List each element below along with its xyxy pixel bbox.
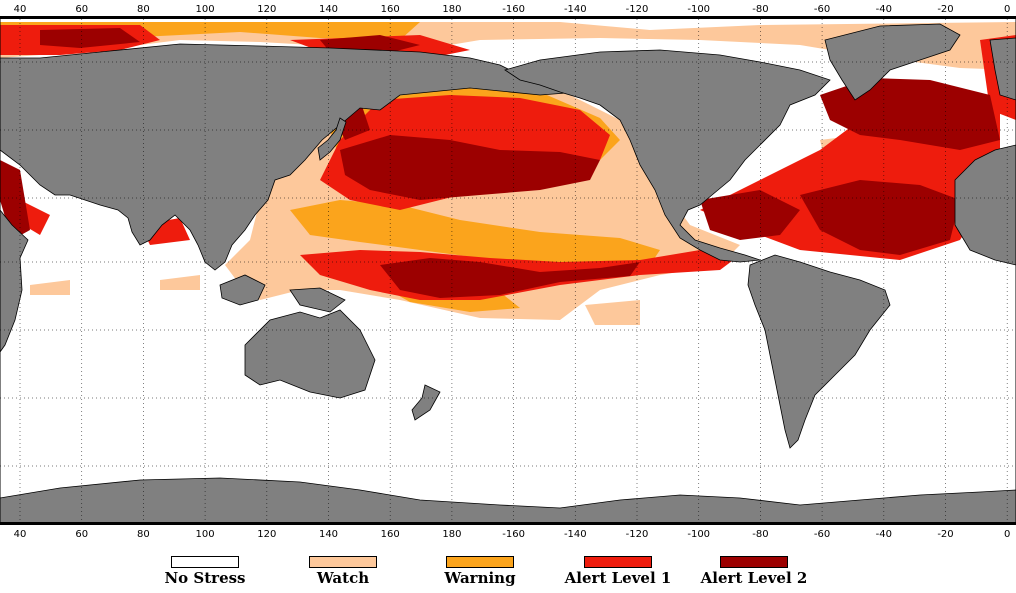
scandinavia-landmass (989, 37, 1016, 101)
top-longitude-label: -40 (876, 4, 892, 15)
legend: No Stress Watch Warning Alert Level 1 Al… (0, 556, 1016, 588)
legend-label: No Stress (164, 569, 246, 587)
bottom-longitude-label: -40 (876, 529, 892, 540)
top-longitude-label: -20 (937, 4, 953, 15)
land-masses (0, 23, 1016, 524)
top-longitude-label: 40 (14, 4, 27, 15)
indonesia-landmass (219, 274, 266, 306)
top-border-bar (0, 16, 1016, 19)
bottom-longitude-label: 180 (442, 529, 461, 540)
legend-item-warning: Warning (405, 556, 555, 586)
bottom-longitude-label: 120 (257, 529, 276, 540)
top-longitude-label: 120 (257, 4, 276, 15)
bottom-longitude-label: -100 (687, 529, 710, 540)
bottom-longitude-labels: 40 60 80 100 120 140 160 180 -160 -140 -120 -100 -80… (14, 529, 1011, 540)
bottom-longitude-label: 60 (75, 529, 88, 540)
top-longitude-label: 140 (319, 4, 338, 15)
top-longitude-label: -140 (564, 4, 587, 15)
bottom-longitude-label: 160 (381, 529, 400, 540)
lat-lon-grid (0, 19, 1016, 522)
top-longitude-label: 100 (196, 4, 215, 15)
legend-swatch (584, 556, 652, 568)
legend-item-alert-level-1: Alert Level 1 (543, 556, 693, 586)
south-america-landmass (747, 254, 891, 449)
bottom-longitude-label: -20 (937, 529, 953, 540)
legend-swatch (309, 556, 377, 568)
top-longitude-label: -100 (687, 4, 710, 15)
top-longitude-label: -120 (626, 4, 649, 15)
legend-item-no-stress: No Stress (130, 556, 280, 586)
bottom-longitude-label: -60 (814, 529, 830, 540)
legend-item-alert-level-2: Alert Level 2 (679, 556, 829, 586)
bottom-longitude-label: 0 (1004, 529, 1010, 540)
japan-landmass (317, 117, 347, 161)
bottom-longitude-label: 40 (14, 529, 27, 540)
top-longitude-label: 80 (137, 4, 150, 15)
legend-swatch (171, 556, 239, 568)
europe-africa-edge (954, 144, 1016, 266)
new-zealand-landmass (411, 384, 441, 421)
bottom-longitude-label: -80 (752, 529, 768, 540)
bottom-longitude-label: 100 (196, 529, 215, 540)
top-longitude-label: 180 (442, 4, 461, 15)
top-longitude-label: 0 (1004, 4, 1010, 15)
australia-landmass (244, 309, 376, 399)
bottom-border-bar (0, 522, 1016, 525)
bottom-longitude-label: -140 (564, 529, 587, 540)
top-longitude-label: -160 (502, 4, 525, 15)
antarctica-landmass (0, 477, 1016, 524)
legend-label: Alert Level 2 (700, 569, 808, 587)
bottom-longitude-label: -120 (626, 529, 649, 540)
bottom-longitude-label: 80 (137, 529, 150, 540)
legend-label: Watch (316, 569, 370, 587)
legend-label: Alert Level 1 (564, 569, 672, 587)
north-america-landmass (504, 49, 831, 263)
legend-label: Warning (444, 569, 516, 587)
bottom-longitude-label: -160 (502, 529, 525, 540)
africa-landmass (0, 209, 29, 353)
top-longitude-labels: 40 60 80 100 120 140 160 180 -160 -140 -120 -100 -80… (14, 4, 1011, 15)
legend-item-watch: Watch (268, 556, 418, 586)
legend-swatch (720, 556, 788, 568)
top-longitude-label: -60 (814, 4, 830, 15)
new-guinea-landmass (289, 287, 346, 313)
top-longitude-label: 160 (381, 4, 400, 15)
bottom-longitude-label: 140 (319, 529, 338, 540)
top-longitude-label: 60 (75, 4, 88, 15)
eurasia-landmass (0, 43, 582, 271)
legend-swatch (446, 556, 514, 568)
top-longitude-label: -80 (752, 4, 768, 15)
